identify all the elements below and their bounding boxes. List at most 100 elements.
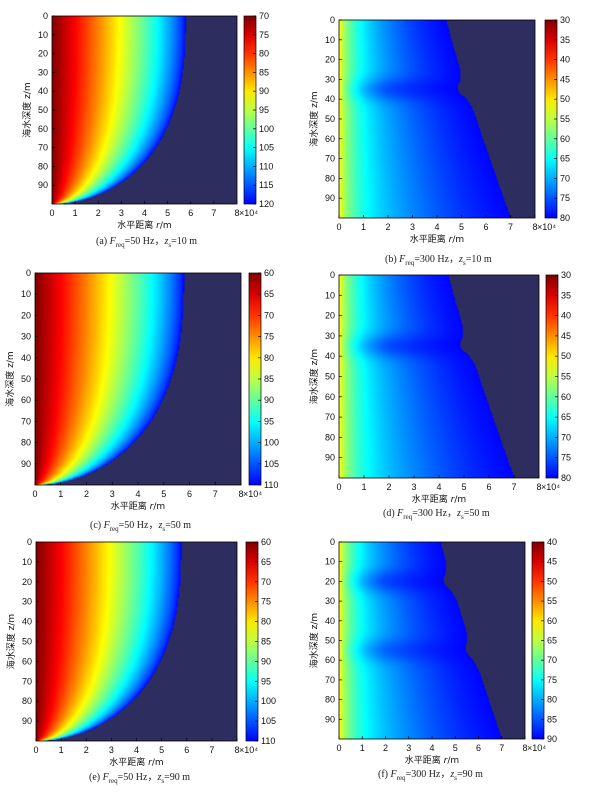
x-tick-label: 3	[119, 208, 124, 218]
colorbar-tick-label: 90	[264, 395, 274, 405]
x-tick-label: 6	[187, 489, 192, 499]
panel-caption-b: (b) Freq=300 Hz，zs=10 m	[385, 254, 492, 267]
heatmap-image	[52, 16, 237, 204]
x-tick-label: 8	[238, 489, 243, 499]
colorbar-tick-label: 55	[547, 596, 557, 606]
y-tick-label: 60	[22, 656, 32, 666]
x-tick-label: 2	[84, 745, 89, 755]
x-tick-label: 6	[184, 745, 189, 755]
heatmap-image	[36, 542, 237, 741]
x-tick-label: 1	[360, 743, 365, 753]
x-tick-label: 1	[58, 489, 63, 499]
colorbar-tick-label: 110	[259, 161, 273, 171]
y-tick-label: 60	[325, 134, 335, 144]
y-tick-label: 40	[22, 617, 32, 627]
colorbar-tick-label: 80	[259, 49, 269, 59]
x-tick-label: 8	[522, 743, 527, 753]
panel-caption-a: (a) Freq=50 Hz，zs=10 m	[96, 236, 198, 249]
colorbar-tick-label: 50	[561, 351, 571, 361]
colorbar-tick-label: 90	[259, 86, 269, 96]
x-tick-label: 3	[411, 482, 416, 492]
y-tick-label: 40	[325, 616, 335, 626]
x-axis-label: 水平距离 r/m	[111, 500, 165, 512]
x-axis-label: 水平距离 r/m	[405, 754, 459, 766]
colorbar-tick-label: 30	[560, 15, 570, 25]
y-tick-label: 80	[325, 432, 335, 442]
colorbar-tick-label: 60	[561, 392, 571, 402]
x-tick-label: 8	[532, 222, 537, 232]
y-axis-label: 海水深度 z/m	[308, 613, 320, 668]
y-tick-label: 0	[330, 15, 335, 25]
x-tick-label: 3	[110, 489, 115, 499]
x-axis-label: 水平距离 r/m	[412, 493, 466, 505]
colorbar-tick-label: 55	[561, 372, 571, 382]
y-tick-label: 20	[38, 49, 48, 59]
colorbar-tick-label: 75	[261, 597, 271, 607]
colorbar-tick-label: 105	[261, 716, 276, 726]
y-tick-label: 90	[38, 180, 48, 190]
y-tick-label: 80	[21, 438, 31, 448]
x-tick-label: 3	[406, 743, 411, 753]
colorbar-tick-label: 40	[547, 537, 557, 547]
colorbar-tick-label: 70	[259, 11, 269, 21]
y-tick-label: 50	[325, 636, 335, 646]
y-tick-label: 60	[325, 655, 335, 665]
y-tick-label: 80	[325, 173, 335, 183]
y-tick-label: 20	[21, 310, 31, 320]
colorbar-tick-label: 105	[259, 143, 274, 153]
x-tick-label: 5	[165, 208, 170, 218]
x-tick-label: 2	[385, 222, 390, 232]
colorbar-tick-label: 65	[561, 412, 571, 422]
x-tick-label: 2	[84, 489, 89, 499]
y-tick-label: 70	[22, 676, 32, 686]
y-tick-label: 0	[330, 537, 335, 547]
x-tick-label: 5	[461, 482, 466, 492]
y-tick-label: 70	[325, 412, 335, 422]
x-tick-label: 4	[429, 743, 434, 753]
colorbar-tick-label: 35	[561, 290, 571, 300]
y-tick-label: 50	[325, 372, 335, 382]
colorbar-tick-label: 65	[560, 154, 570, 164]
x-tick-label: 3	[109, 745, 114, 755]
x-tick-label: 4	[142, 208, 147, 218]
y-tick-label: 50	[22, 637, 32, 647]
x-axis-multiplier: ×10⁴	[239, 208, 258, 218]
x-tick-label: 8	[536, 482, 541, 492]
colorbar-tick-label: 65	[264, 289, 274, 299]
y-tick-label: 50	[21, 374, 31, 384]
x-tick-label: 2	[383, 743, 388, 753]
colorbar-tick-label: 80	[261, 617, 271, 627]
y-tick-label: 50	[325, 114, 335, 124]
y-tick-label: 10	[325, 35, 335, 45]
colorbar-tick-label: 70	[561, 432, 571, 442]
y-tick-label: 90	[325, 714, 335, 724]
colorbar-tick-label: 60	[547, 616, 557, 626]
colorbar-tick-label: 45	[561, 331, 571, 341]
x-axis-multiplier: ×10⁴	[527, 743, 546, 753]
heatmap-image	[339, 275, 539, 478]
colorbar-tick-label: 75	[259, 30, 269, 40]
colorbar-tick-label: 50	[560, 94, 570, 104]
y-tick-label: 90	[21, 459, 31, 469]
y-axis-label: 海水深度 z/m	[5, 614, 17, 669]
y-tick-label: 70	[38, 143, 48, 153]
x-tick-label: 6	[188, 208, 193, 218]
y-tick-label: 30	[38, 67, 48, 77]
y-tick-label: 90	[325, 453, 335, 463]
x-axis-multiplier: ×10⁴	[541, 482, 560, 492]
y-tick-label: 90	[22, 716, 32, 726]
x-axis-multiplier: ×10⁴	[243, 489, 262, 499]
x-tick-label: 0	[32, 489, 37, 499]
x-tick-label: 8	[234, 745, 239, 755]
x-tick-label: 4	[434, 222, 439, 232]
colorbar-tick-label: 65	[547, 636, 557, 646]
y-tick-label: 10	[38, 30, 48, 40]
x-tick-label: 7	[511, 482, 516, 492]
heatmap-image	[35, 273, 241, 485]
x-tick-label: 1	[361, 222, 366, 232]
y-tick-label: 40	[21, 353, 31, 363]
x-tick-label: 6	[483, 222, 488, 232]
